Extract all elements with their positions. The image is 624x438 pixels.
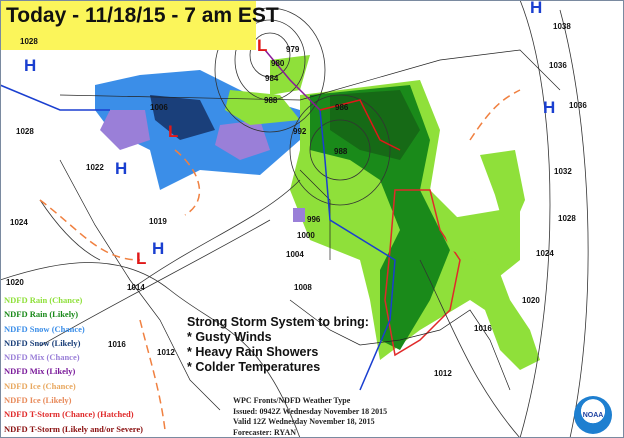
low-pressure-marker: L [168,122,179,141]
low-pressure-marker: L [136,249,147,268]
high-pressure-marker: H [24,56,37,75]
mix-chance-south [293,208,305,222]
isobar-label: 996 [307,215,321,224]
info-line: WPC Fronts/NDFD Weather Type [233,396,351,405]
isobar-label: 992 [293,127,307,136]
precip-areas [95,55,540,370]
info-line: Forecaster: RYAN [233,427,297,437]
isobar-label: 1022 [86,163,104,172]
legend-item: NDFD Snow (Chance) [4,323,85,334]
fronts [0,49,521,431]
legend-item: NDFD T-Storm (Likely and/or Severe) [4,423,143,434]
isobar-label: 986 [335,103,349,112]
info-line: Issued: 0942Z Wednesday November 18 2015 [233,406,388,416]
trough-2 [139,319,166,431]
trough-3 [39,199,141,261]
noaa-logo: NOAA [574,396,612,434]
isobar-label: 1024 [10,218,28,227]
legend-item: NDFD Ice (Chance) [4,380,76,391]
product-info: WPC Fronts/NDFD Weather Type Issued: 094… [233,396,387,438]
cold-front [319,109,396,391]
isobar-label: 988 [264,96,278,105]
snow-likely-west [150,95,215,140]
isobar-label: 984 [265,74,279,83]
isobar-label: 1036 [569,101,587,110]
isobar-label: 980 [271,59,285,68]
storm-message: Strong Storm System to bring: * Gusty Wi… [187,315,369,375]
high-pressure-marker: H [115,159,128,178]
legend-item: NDFD Mix (Likely) [4,366,76,377]
info-line: Valid 12Z Wednesday November 18, 2015 [233,417,375,426]
storm-item: * Colder Temperatures [187,360,321,374]
isobar-label: 1019 [149,217,167,226]
isobar-label: 1012 [434,369,452,378]
noaa-logo-text: NOAA [582,411,604,419]
storm-item: * Heavy Rain Showers [187,345,319,359]
isobar-label: 1016 [108,340,126,349]
rain-likely-east [310,85,450,350]
tstorm-outline [384,189,461,357]
rain-chance-north [270,55,310,95]
isobar-label: 1006 [150,103,168,112]
stationary-front [0,84,110,111]
title-banner: Today - 11/18/15 - 7 am EST [0,0,279,50]
isobar-label: 1028 [16,127,34,136]
low-pressure-marker: L [257,36,268,55]
high-pressure-marker: H [543,98,556,117]
isobar-label: 1036 [549,61,567,70]
legend-item: NDFD Ice (Likely) [4,395,72,406]
isobar-label: 1032 [554,167,572,176]
storm-heading: Strong Storm System to bring: [187,315,369,329]
isobar-label: 1020 [6,278,24,287]
trough-4 [469,89,521,141]
isobar-label: 1028 [558,214,576,223]
rain-chance-se [440,210,520,265]
isobar-label: 1020 [522,296,540,305]
isobar-label: 988 [334,147,348,156]
isobar-label: 1000 [297,231,315,240]
isobars [0,0,589,438]
isobar-label: 979 [286,45,300,54]
legend-item: NDFD Mix (Chance) [4,352,80,363]
isobar-label: 1008 [294,283,312,292]
occluded-front [264,49,321,111]
isobar-label: 1028 [20,37,38,46]
isobar-label: 1016 [474,324,492,333]
warm-front [319,99,401,151]
high-pressure-marker: H [152,239,165,258]
legend-item: NDFD T-Storm (Chance) (Hatched) [4,409,134,420]
legend: NDFD Rain (Chance) NDFD Rain (Likely) ND… [4,293,143,436]
isobar-label: 1004 [286,250,304,259]
high-pressure-marker: H [530,0,543,17]
isobar-label: 1024 [536,249,554,258]
map-title: Today - 11/18/15 - 7 am EST [6,4,279,27]
legend-item: NDFD Rain (Chance) [4,295,83,305]
mix-chance-west [100,110,150,150]
legend-item: NDFD Snow (Likely) [4,337,81,348]
rain-likely-dark [330,90,420,160]
coastlines-borders [59,49,561,411]
trough-1 [174,149,201,216]
isobar-label: 1014 [127,283,145,292]
storm-item: * Gusty Winds [187,330,272,344]
rain-chance-florida [470,150,540,370]
legend-item: NDFD Rain (Likely) [4,309,79,320]
isobar-label: 1038 [553,22,571,31]
isobar-label: 1012 [157,348,175,357]
